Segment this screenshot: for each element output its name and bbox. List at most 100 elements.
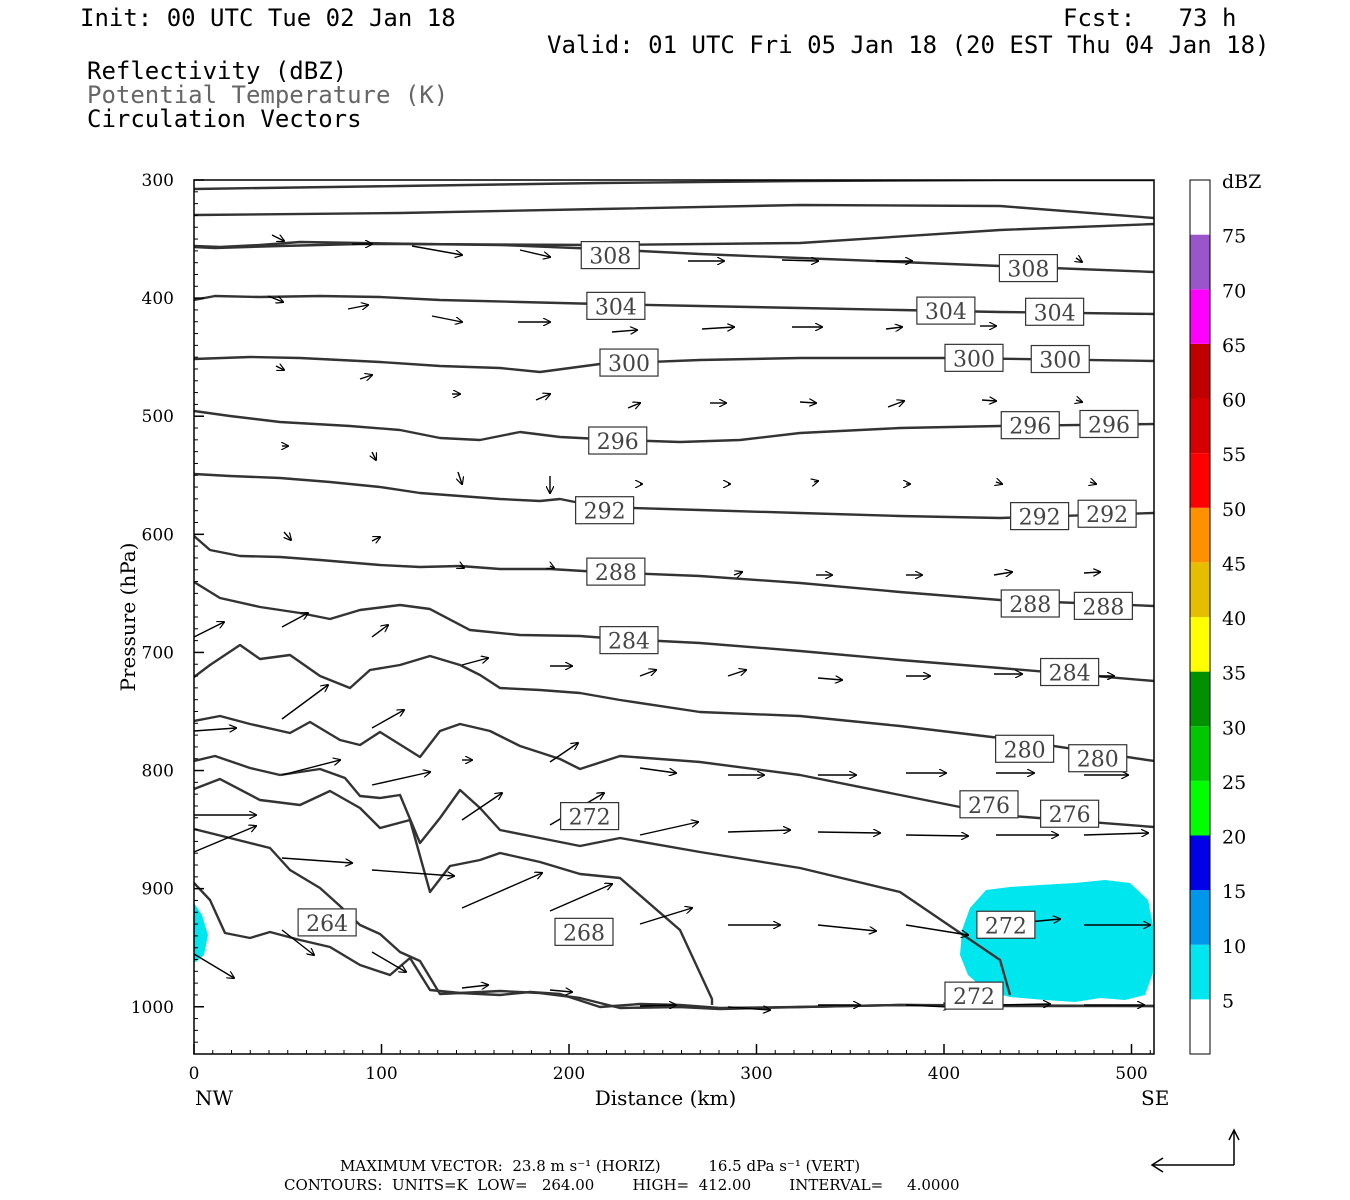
contour-label-17: 284	[608, 630, 650, 655]
vector-2	[411, 245, 462, 255]
y-tick-label-700: 700	[142, 643, 174, 663]
colorbar-level-45: 45	[1222, 553, 1246, 575]
vector-13	[701, 327, 734, 329]
vector-82	[461, 873, 542, 909]
colorbar-segment-15	[1190, 180, 1210, 235]
contour-label-3: 304	[925, 300, 967, 325]
colorbar-segment-5	[1190, 726, 1210, 781]
vector-48	[371, 625, 388, 638]
vector-24	[887, 401, 904, 408]
contour-label-13: 292	[1086, 503, 1128, 528]
colorbar-level-10: 10	[1222, 936, 1246, 958]
vector-70	[371, 772, 430, 786]
vector-62	[639, 767, 676, 773]
valid-time: Valid: 01 UTC Fri 05 Jan 18 (20 EST Thu …	[547, 31, 1270, 59]
vector-0	[271, 235, 284, 241]
vector-25	[981, 400, 996, 401]
vector-80	[281, 857, 352, 863]
vector-81	[371, 869, 454, 876]
contour-label-27: 264	[306, 912, 348, 937]
isentrope-6	[194, 409, 1154, 444]
vector-35	[996, 482, 1002, 484]
vector-52	[727, 670, 746, 677]
vector-10	[431, 315, 462, 322]
vector-58	[281, 685, 328, 720]
vector-17	[275, 366, 284, 370]
reflectivity-echo-se	[960, 880, 1154, 1002]
contour-label-20: 280	[1077, 748, 1119, 773]
isentrope-5	[194, 355, 1154, 374]
contour-label-box-20	[1068, 744, 1128, 773]
contour-label-box-5	[599, 348, 659, 377]
contour-label-15: 288	[1009, 593, 1051, 618]
isentrope-15	[194, 882, 1154, 1011]
contour-label-26: 268	[563, 921, 605, 946]
colorbar-segment-8	[1190, 562, 1210, 617]
contour-label-4: 304	[1034, 301, 1076, 326]
reflectivity-fill	[194, 880, 1154, 1002]
colorbar-level-75: 75	[1222, 226, 1246, 248]
contour-label-box-3	[916, 296, 976, 325]
colorbar-level-60: 60	[1222, 390, 1246, 412]
colorbar-level-30: 30	[1222, 717, 1246, 739]
y-tick-label-900: 900	[142, 880, 174, 900]
colorbar-segment-9	[1190, 507, 1210, 563]
x-tick-label-400: 400	[928, 1064, 960, 1084]
colorbar-segment-1	[1190, 944, 1210, 1000]
vector-20	[535, 394, 550, 401]
isentrope-4	[194, 294, 1154, 316]
vector-3	[519, 249, 550, 257]
contour-label-box-7	[1030, 344, 1090, 374]
y-tick-label-500: 500	[142, 407, 174, 427]
vector-7	[1076, 258, 1082, 262]
contour-label-2: 304	[595, 295, 637, 320]
vector-93	[461, 985, 488, 988]
vector-8	[267, 295, 283, 302]
colorbar-level-50: 50	[1222, 499, 1246, 521]
vector-79	[193, 826, 256, 853]
contour-label-box-27	[297, 908, 357, 937]
contour-label-box-16	[1073, 591, 1133, 620]
colorbar-frame	[1189, 179, 1211, 1055]
isentrope-2	[194, 222, 1154, 250]
colorbar-level-35: 35	[1222, 663, 1246, 685]
vector-18	[359, 375, 372, 379]
colorbar-segment-10	[1190, 453, 1210, 508]
contour-label-box-9	[1000, 411, 1060, 440]
isentrope-3	[194, 240, 1154, 274]
contour-label-25: 272	[953, 985, 995, 1010]
contour-label-19: 280	[1004, 738, 1046, 763]
contour-label-box-26	[554, 917, 614, 946]
field-theta: Potential Temperature (K)	[87, 81, 449, 109]
isentrope-11	[194, 714, 1154, 829]
vector-47	[281, 613, 308, 628]
colorbar-segment-11	[1190, 398, 1210, 454]
contour-label-12: 292	[1019, 506, 1061, 531]
isentrope-7	[194, 472, 1154, 520]
vector-95	[639, 1005, 676, 1006]
isentrope-10	[194, 643, 1154, 763]
contour-label-box-4	[1025, 297, 1085, 326]
contour-label-box-17	[599, 626, 659, 655]
y-tick-label-1000: 1000	[131, 998, 174, 1018]
contour-label-23: 272	[569, 806, 611, 831]
contour-label-21: 276	[968, 794, 1010, 819]
vector-37	[284, 531, 291, 540]
contour-label-box-10	[1079, 409, 1139, 439]
x-end-label-se: SE	[1141, 1086, 1169, 1110]
vector-87	[905, 924, 968, 935]
contour-label-18: 284	[1049, 662, 1091, 687]
contour-label-8: 296	[597, 430, 639, 455]
vector-36	[1090, 482, 1096, 484]
vector-73	[639, 822, 698, 836]
vector-9	[347, 305, 368, 309]
x-tick-label-0: 0	[189, 1064, 200, 1084]
colorbar-level-65: 65	[1222, 335, 1246, 357]
contour-label-box-12	[1010, 502, 1070, 531]
x-tick-label-500: 500	[1115, 1064, 1147, 1084]
vector-45	[1083, 572, 1100, 573]
contour-label-box-23	[560, 802, 620, 831]
vector-83	[549, 884, 612, 912]
vector-15	[885, 327, 902, 329]
